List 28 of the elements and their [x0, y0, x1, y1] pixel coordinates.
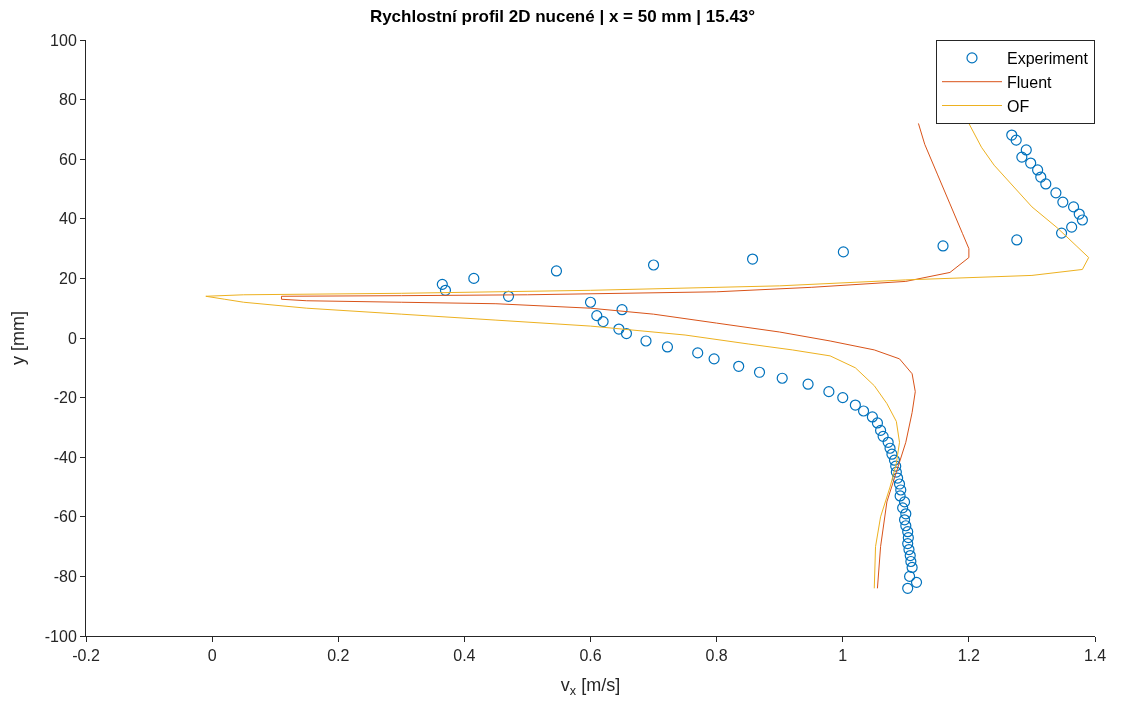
y-tick-label: 60: [59, 150, 77, 168]
y-tick-label: 40: [59, 210, 77, 228]
y-tick-label: 80: [59, 91, 77, 109]
x-tick-label: 0: [207, 647, 217, 665]
line-series: [205, 122, 1090, 589]
line-series: [280, 122, 970, 589]
x-tick-label: 1.2: [957, 647, 981, 665]
x-tick-label: 0.4: [453, 647, 476, 665]
x-tick-label: 1.4: [1083, 647, 1107, 665]
x-tick-label: 0.8: [705, 647, 728, 665]
y-axis-title: y [mm]: [7, 311, 28, 365]
legend-label: Fluent: [1007, 73, 1053, 91]
chart-title: Rychlostní profil 2D nucené | x = 50 mm | 15.43°: [369, 7, 756, 27]
y-tick-label: -60: [53, 508, 77, 526]
x-tick-label: 1: [838, 647, 848, 665]
y-tick-label: -100: [44, 627, 77, 645]
y-tick-label: 20: [59, 270, 77, 287]
legend-label: OF: [1007, 97, 1030, 115]
x-axis-title: v$_{x}$ [m/s]: [560, 675, 621, 699]
y-tick-label: 100: [50, 31, 77, 49]
y-tick-label: -20: [53, 389, 77, 407]
x-tick-label: 0.2: [327, 647, 350, 665]
x-tick-label: -0.2: [72, 647, 100, 665]
y-tick-label: -80: [53, 568, 77, 585]
legend-label: Experiment: [1007, 50, 1089, 68]
y-tick-label: -40: [53, 448, 77, 466]
x-tick-label: 0.6: [579, 647, 602, 665]
y-tick-label: 0: [67, 329, 77, 347]
